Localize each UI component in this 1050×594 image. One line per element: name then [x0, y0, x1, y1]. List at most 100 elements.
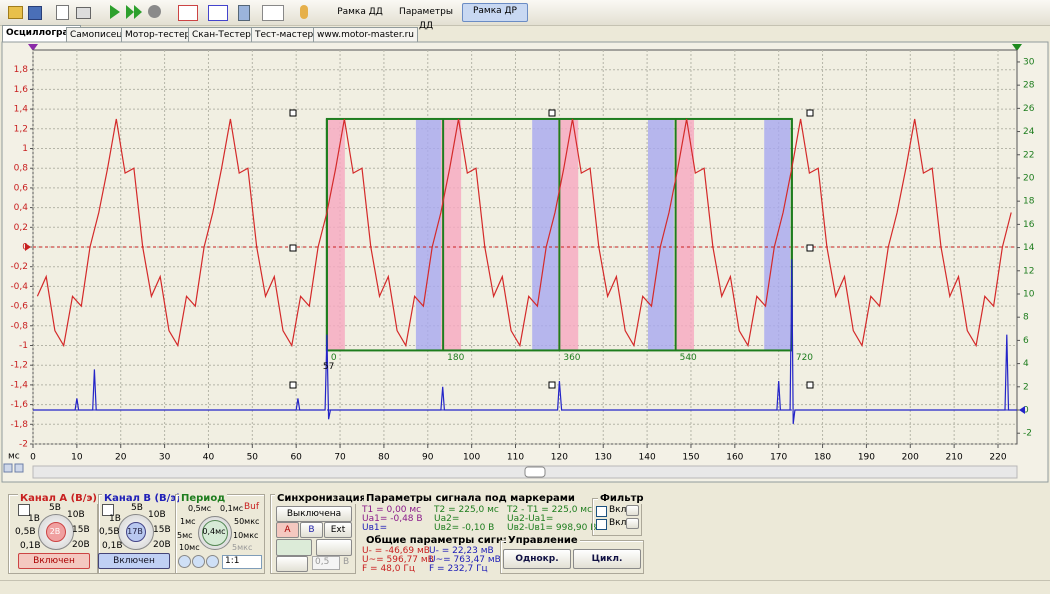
knob[interactable] — [38, 514, 74, 550]
oscillogram: мс -2 -1,8 -1,6 -1,4 -1,2 -1 -0,8 -0,6 -0,4 -0,2 0… — [1, 41, 1049, 483]
hand-icon[interactable] — [300, 5, 308, 19]
checkbox[interactable] — [596, 506, 607, 517]
zoom-reset[interactable] — [206, 555, 219, 568]
knob-center[interactable] — [46, 522, 66, 542]
x-tick-label: 110 — [507, 453, 524, 463]
knob-center[interactable] — [202, 520, 228, 546]
zoom-out[interactable] — [192, 555, 205, 568]
slope-button[interactable] — [276, 556, 308, 572]
checkbox-label: Вкл — [609, 518, 627, 528]
scale-label: 1мс — [180, 517, 196, 526]
x-tick-label: 50 — [247, 453, 259, 463]
highlight — [326, 118, 345, 351]
highlight — [676, 118, 695, 351]
param: T2 = 225,0 мс — [434, 505, 499, 515]
y-tick-label: -0,6 — [10, 302, 28, 312]
group-title: Синхронизация — [275, 493, 369, 504]
frame-dr-button[interactable]: Рамка ДР — [462, 3, 528, 22]
y2-tick-label: 24 — [1023, 127, 1035, 137]
scroll-thumb[interactable] — [524, 466, 546, 478]
scale-label: 0,5В — [99, 527, 120, 537]
group-title: Канал В (В/э) — [102, 493, 183, 504]
signal-line — [33, 259, 1017, 424]
channel-b-icon[interactable] — [208, 5, 228, 21]
resize-handle — [806, 244, 814, 252]
checkbox[interactable] — [596, 519, 607, 530]
x-tick-label: 80 — [378, 453, 390, 463]
single-run-button[interactable]: Однокр. — [503, 549, 571, 569]
sync-source-b[interactable]: B — [300, 522, 323, 538]
sync-source-a[interactable]: A — [276, 522, 299, 538]
knob-center[interactable] — [126, 522, 146, 542]
y2-tick-label: 12 — [1023, 266, 1034, 276]
signal-line — [36, 118, 1012, 348]
resize-handle — [806, 381, 814, 389]
x-tick-label: 210 — [946, 453, 963, 463]
tab[interactable]: www.motor-master.ru — [313, 27, 418, 42]
scale-label: 15В — [153, 525, 171, 535]
sync-source-ext[interactable]: Ext — [324, 522, 352, 538]
channel-a-toggle[interactable]: Включен — [18, 553, 90, 569]
zoom-button[interactable] — [14, 463, 24, 473]
x-tick-label: 40 — [203, 453, 215, 463]
ai-icon[interactable] — [18, 504, 30, 516]
knob-value: 0,4мс — [202, 527, 226, 536]
channel-a-icon[interactable] — [178, 5, 198, 21]
param: Uа1= -0,48 В — [362, 514, 423, 524]
play-loop-icon[interactable] — [126, 5, 134, 19]
param: U- = -46,69 мВ — [362, 546, 430, 556]
x-tick-label: 200 — [902, 453, 919, 463]
marker-left[interactable] — [28, 44, 38, 51]
scale-label: 10мкс — [233, 531, 259, 540]
param: T2 - T1 = 225,0 мс — [507, 505, 593, 515]
scale-label: 5мкс — [232, 543, 253, 552]
filter-settings[interactable] — [626, 505, 639, 516]
save-icon[interactable] — [28, 6, 42, 20]
channel-b-toggle[interactable]: Включен — [98, 553, 170, 569]
y2-tick-label: 16 — [1023, 220, 1035, 230]
marker-right[interactable] — [1012, 44, 1022, 51]
param: U- = 22,23 мВ — [429, 546, 494, 556]
preview-icon[interactable] — [56, 5, 69, 20]
param: Uа2-Uа1= — [507, 514, 554, 524]
params-dd-button[interactable]: Параметры ДД — [399, 7, 453, 31]
checkbox-label: Вкл — [609, 505, 627, 515]
zoom-button[interactable] — [3, 463, 13, 473]
x-tick-label: 70 — [334, 453, 346, 463]
status-bar — [0, 580, 1050, 594]
x-tick-label: 60 — [290, 453, 302, 463]
resize-handle — [548, 381, 556, 389]
open-icon[interactable] — [8, 6, 23, 19]
knob-value: 17В — [127, 527, 143, 536]
group-title: Общие параметры сигнала — [364, 535, 526, 546]
scale-label: 5В — [49, 503, 61, 513]
play-icon[interactable] — [110, 5, 120, 19]
print-icon[interactable] — [76, 7, 91, 19]
sync-mode-button[interactable]: Выключена — [276, 506, 352, 522]
frame-dd-button[interactable]: Рамка ДД — [337, 7, 383, 17]
sqrt-icon[interactable] — [262, 5, 284, 21]
ai-icon[interactable] — [102, 504, 114, 516]
sync-level[interactable]: 0,5 — [312, 556, 340, 570]
stop-icon[interactable] — [148, 5, 161, 18]
cycle-run-button[interactable]: Цикл. — [573, 549, 641, 569]
x-tick-label: 130 — [595, 453, 612, 463]
filter-settings[interactable] — [626, 518, 639, 529]
x-tick-label: 90 — [422, 453, 434, 463]
param: F = 232,7 Гц — [429, 564, 488, 574]
zoom-select[interactable]: 1:1 — [222, 555, 262, 569]
rising-edge[interactable] — [276, 539, 312, 556]
highlight — [415, 118, 441, 351]
y2-tick-label: 14 — [1023, 243, 1035, 253]
y2-tick-label: 30 — [1023, 57, 1035, 67]
falling-edge[interactable] — [316, 539, 352, 556]
group-title: Период — [179, 493, 228, 504]
y-tick-label: -1,4 — [10, 380, 28, 390]
zoom-in[interactable] — [178, 555, 191, 568]
meter-icon[interactable] — [238, 5, 250, 21]
sync-unit: В — [343, 557, 350, 567]
group-title: Параметры сигнала под маркерами — [364, 493, 577, 504]
x-tick-label: 150 — [682, 453, 699, 463]
y-tick-label: 1,2 — [14, 124, 28, 134]
